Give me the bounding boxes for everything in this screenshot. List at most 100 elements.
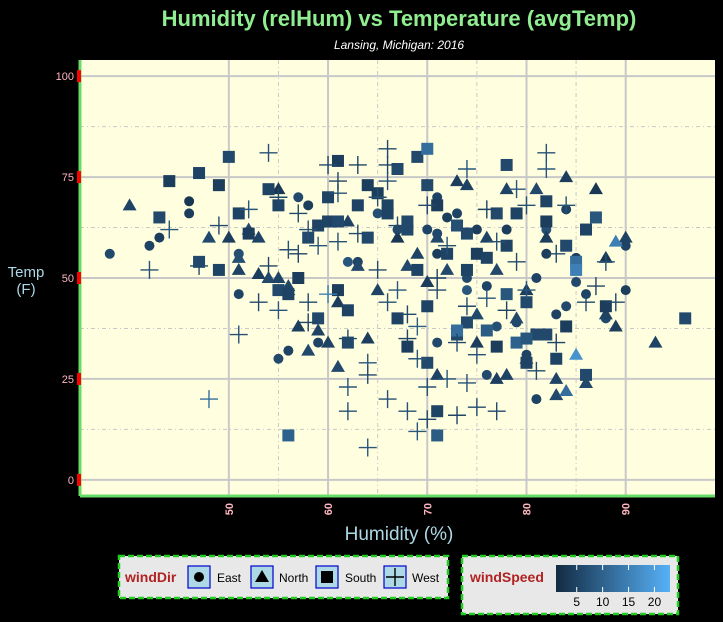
data-point-west <box>467 398 486 417</box>
data-point-north <box>459 178 474 191</box>
data-point-east <box>620 285 631 296</box>
data-point-east <box>432 248 443 259</box>
y-tick-mark <box>77 372 81 385</box>
data-point-south <box>431 199 444 212</box>
data-point-north <box>559 384 574 397</box>
data-point-west <box>408 422 427 441</box>
data-point-north <box>330 295 345 308</box>
legend-windspeed: windSpeed 5 10 15 20 <box>460 554 680 616</box>
data-point-south <box>540 328 553 341</box>
data-point-west <box>328 232 347 251</box>
data-point-south <box>599 300 612 313</box>
data-point-south <box>222 150 235 163</box>
data-point-north <box>261 271 276 283</box>
data-point-south <box>560 239 573 252</box>
data-point-south <box>490 340 503 353</box>
data-point-east <box>313 337 324 348</box>
y-tick-label: 100 <box>56 71 74 83</box>
data-point-south <box>153 211 166 224</box>
data-point-west <box>328 172 347 191</box>
data-point-west <box>160 220 179 239</box>
data-point-north <box>251 266 266 279</box>
legend-label-west: West <box>412 571 440 585</box>
colorbar-tick-label: 10 <box>596 595 610 609</box>
legend-key-north-icon <box>255 570 269 582</box>
data-point-east <box>461 285 472 296</box>
data-point-west <box>199 390 218 409</box>
data-point-west <box>388 281 407 300</box>
data-point-south <box>580 223 593 236</box>
data-point-south <box>212 263 225 276</box>
y-tick-label: 0 <box>68 475 74 487</box>
legend-key-west-icon <box>386 568 404 586</box>
data-point-south <box>163 175 176 188</box>
y-tick-mark <box>77 171 81 184</box>
legend-key-south-icon <box>321 571 333 583</box>
data-point-west <box>438 236 457 255</box>
legend-winddir-keys <box>187 565 407 589</box>
data-point-north <box>340 214 355 227</box>
data-point-north <box>330 359 345 372</box>
data-point-east <box>303 200 314 211</box>
data-point-west <box>140 260 159 279</box>
data-point-west <box>289 204 308 223</box>
data-point-west <box>527 361 546 380</box>
data-point-east <box>432 337 443 348</box>
data-point-east <box>233 289 244 300</box>
chart-title: Humidity (relHum) vs Temperature (avgTem… <box>162 6 637 31</box>
data-point-west <box>358 365 377 384</box>
data-point-north <box>559 170 574 183</box>
data-point-south <box>520 296 533 309</box>
data-point-west <box>368 260 387 279</box>
data-point-south <box>510 336 523 349</box>
data-point-north <box>430 230 445 243</box>
y-axis-title-line2: (F) <box>16 281 35 298</box>
data-point-north <box>648 335 663 348</box>
data-point-west <box>457 297 476 316</box>
data-point-south <box>589 211 602 224</box>
data-point-south <box>391 312 404 325</box>
data-point-south <box>272 284 285 297</box>
data-point-north <box>618 230 633 243</box>
data-point-north <box>598 307 613 320</box>
data-points <box>104 139 692 457</box>
data-point-north <box>231 250 246 263</box>
data-point-east <box>184 208 195 219</box>
data-point-west <box>299 293 318 312</box>
data-point-west <box>368 188 387 207</box>
data-point-west <box>378 155 397 174</box>
data-point-north <box>390 230 405 243</box>
y-tick-mark <box>77 272 81 284</box>
data-point-south <box>331 284 344 297</box>
data-point-east <box>273 353 284 364</box>
data-point-west <box>309 236 328 255</box>
data-point-west <box>398 305 417 324</box>
data-point-north <box>549 371 564 384</box>
data-point-north <box>608 234 623 247</box>
data-point-east <box>283 345 294 356</box>
data-point-east <box>154 232 165 243</box>
data-point-west <box>507 252 526 271</box>
data-point-west <box>319 155 338 174</box>
data-point-south <box>460 263 473 276</box>
x-tick-label: 70 <box>422 503 434 515</box>
data-point-south <box>580 368 593 381</box>
data-point-west <box>259 143 278 162</box>
data-point-south <box>282 288 295 301</box>
data-point-west <box>606 293 625 312</box>
data-point-north <box>469 307 484 320</box>
data-point-south <box>421 179 434 192</box>
data-point-west <box>408 349 427 368</box>
data-point-west <box>338 329 357 348</box>
data-point-south <box>312 312 325 325</box>
data-point-north <box>350 258 365 271</box>
colorbar-tick-label: 20 <box>648 595 662 609</box>
data-point-south <box>451 219 464 232</box>
x-axis-title: Humidity (%) <box>345 524 454 545</box>
data-point-south <box>480 324 493 337</box>
data-point-east <box>422 224 433 235</box>
data-point-east <box>620 240 631 251</box>
data-point-south <box>351 199 364 212</box>
data-point-west <box>279 240 298 259</box>
